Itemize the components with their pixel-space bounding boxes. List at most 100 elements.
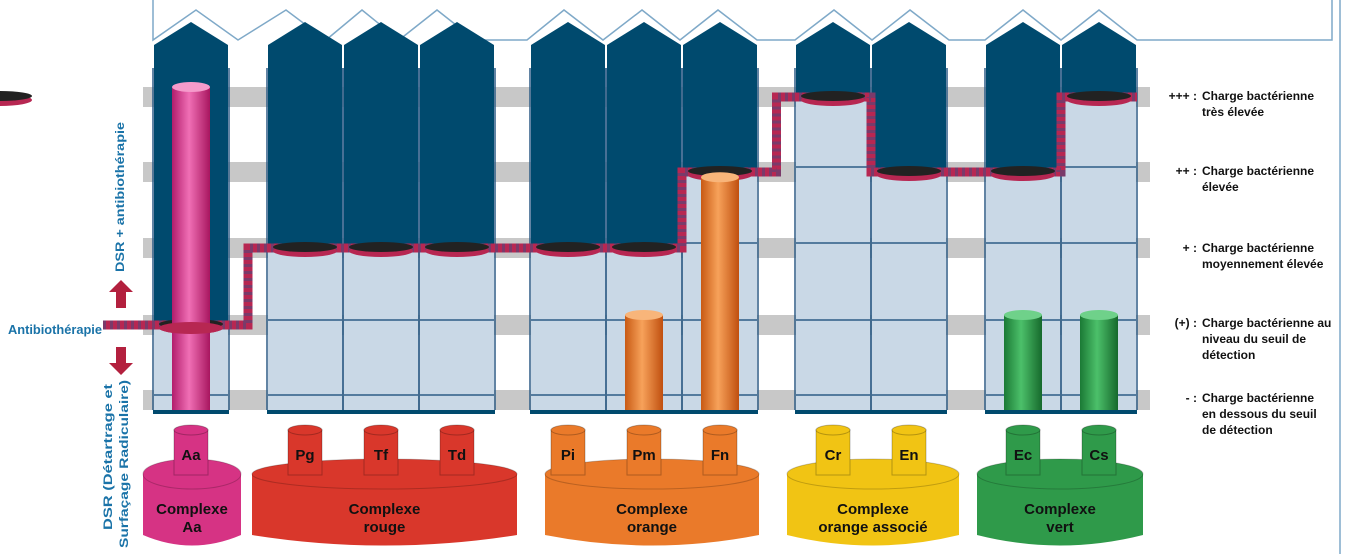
bacteria-abbr-pg: Pg [295,447,314,464]
bacteria-stub [173,429,209,476]
complex-label-line2: Aa [182,519,202,536]
legend-symbol: (+) : [1175,316,1197,330]
bacteria-abbr-en: En [899,447,918,464]
threshold-disc [159,322,223,334]
dsr-antibio-label: DSR + antibiothérapie [113,122,127,272]
complex-label-line1: Complexe [349,501,421,518]
bacteria-stub-top [287,424,323,436]
bacteria-stub [702,429,738,476]
column-roof [154,22,228,68]
antibiotic-label: Antibiothérapie [8,322,102,337]
bacteria-stub [287,429,323,476]
column-roof [420,22,494,68]
load-bar-pm [625,315,663,410]
bacteria-stub-top [626,424,662,436]
bacteria-stub-top [1081,424,1117,436]
threshold-disc-top [0,91,32,101]
threshold-disc-top [801,91,865,101]
load-bar-cs [1080,315,1118,410]
column-light-td [420,248,494,410]
column-roof [531,22,605,68]
bacteria-abbr-aa: Aa [181,447,201,464]
bacteria-stub [1081,429,1117,476]
bacteria-stub-top [550,424,586,436]
column-roof [796,22,870,68]
legend-text-line1: Charge bactérienne [1202,164,1314,178]
bacteria-abbr-tf: Tf [374,447,389,464]
bacteria-stub-top [1005,424,1041,436]
column-base [530,410,606,414]
bacteria-stub [815,429,851,476]
threshold-disc-top [425,242,489,252]
header-frame [152,0,1333,42]
column-roof [607,22,681,68]
bacteria-abbr-cs: Cs [1089,447,1108,464]
column-base [153,410,229,414]
complex-label-line1: Complexe [837,501,909,518]
column-roof [1062,22,1136,68]
legend-text-line1: Charge bactérienne [1202,89,1314,103]
column-dark-en [872,68,946,172]
column-roof [986,22,1060,68]
column-dark-ec [986,68,1060,172]
complex-body [252,474,517,546]
column-base [419,410,495,414]
column-dark-pg [268,68,342,248]
bacteria-stub-top [173,424,209,436]
complex-label-line1: Complexe [616,501,688,518]
load-legend: +++ : Charge bactérienne très élevée ++ : Ch… [1169,89,1332,437]
column-base [985,410,1061,414]
dsr-label-line1: DSR (Détartrage et [101,384,115,530]
load-bar-ec [1004,315,1042,410]
bacteria-stub [891,429,927,476]
column-base [795,410,871,414]
legend-text-line2: très élevée [1202,105,1264,119]
column-dark-pi [531,68,605,248]
complex-body [977,474,1143,546]
legend-text-line2: niveau du seuil de [1202,332,1306,346]
complex-label-line2: rouge [364,519,406,536]
legend-text-line2: élevée [1202,180,1239,194]
bacteria-stub [363,429,399,476]
arrow-up-icon [109,280,133,308]
threshold-line [103,92,1137,330]
complex-label-line2: orange [627,519,677,536]
legend-text-line1: Charge bactérienne [1202,391,1314,405]
legend-text-line1: Charge bactérienne au [1202,316,1331,330]
complex-label-line2: vert [1046,519,1074,536]
bacteria-stub-top [891,424,927,436]
legend-text-line3: détection [1202,348,1255,362]
threshold-disc-top [991,166,1055,176]
bacteria-stub [550,429,586,476]
bacteria-stub-top [439,424,475,436]
column-light-pi [531,248,605,410]
load-bar-top [1080,310,1118,320]
column-base [343,410,419,414]
bacteria-abbr-pm: Pm [632,447,655,464]
column-dark-fn [683,68,757,172]
column-base [267,410,343,414]
bacteria-abbr-pi: Pi [561,447,575,464]
column-dark-tf [344,68,418,248]
load-bar-top [1004,310,1042,320]
threshold-disc-top [877,166,941,176]
load-bar-fn [701,177,739,410]
column-base [606,410,682,414]
bacteria-abbr-td: Td [448,447,466,464]
bacteria-stub-top [702,424,738,436]
load-bar-top [625,310,663,320]
column-light-pg [268,248,342,410]
bacteria-stub [626,429,662,476]
column-roof [268,22,342,68]
complex-top [786,458,960,490]
complex-label-line1: Complexe [1024,501,1096,518]
arrow-down-icon [109,347,133,375]
legend-symbol: - : [1186,391,1197,405]
bacteria-stub-top [815,424,851,436]
